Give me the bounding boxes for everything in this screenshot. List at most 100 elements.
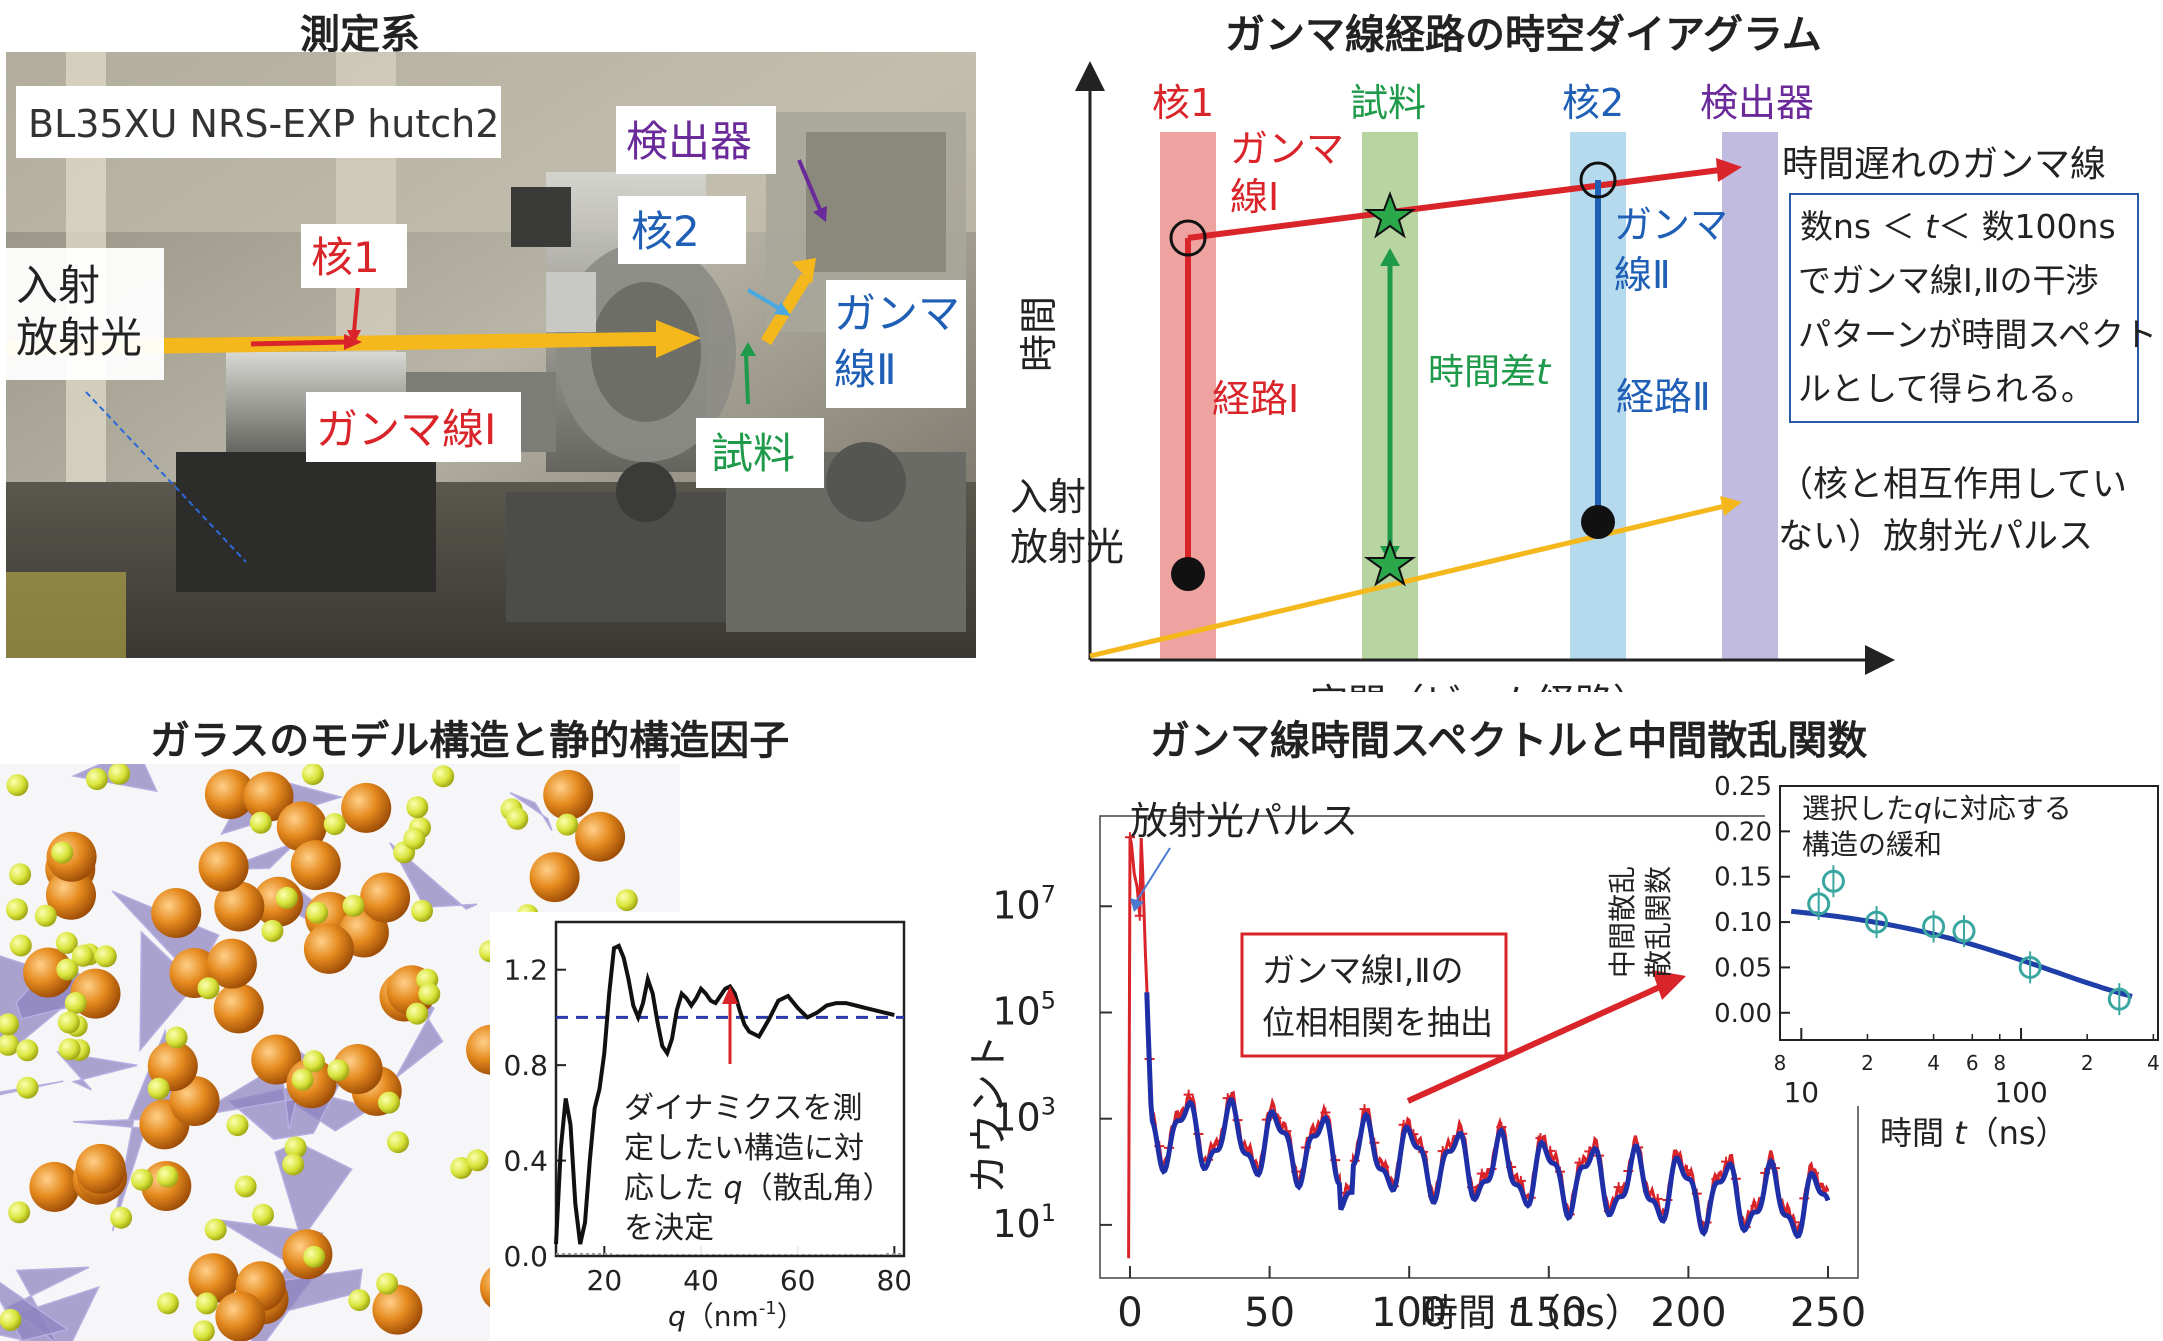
st-incident-line1: 入射 (1010, 475, 1086, 519)
oxygen-atom (303, 923, 354, 974)
silicon-atom (252, 1203, 274, 1226)
inset-title-line2: 構造の緩和 (1802, 828, 1942, 861)
col-nucleus2: 核2 (1562, 81, 1624, 125)
st-time-diff: 時間差t (1428, 352, 1552, 393)
st-gamma1-line2: 線Ⅰ (1230, 175, 1279, 219)
silicon-atom (615, 889, 638, 912)
silicon-atom (284, 1136, 307, 1159)
sq-note-line3: 応した q（散乱角） (624, 1171, 893, 1206)
col-nucleus1: 核1 (1152, 81, 1214, 125)
silicon-atom (327, 1059, 350, 1082)
silicon-atom (156, 1292, 179, 1315)
spec-y-tick: 105 (992, 986, 1056, 1033)
spec-y-tick: 107 (992, 880, 1056, 927)
photo-detector: 検出器 (626, 117, 752, 166)
silicon-atom (303, 1050, 325, 1073)
tetrahedron (6, 1266, 90, 1341)
tetrahedron (389, 842, 478, 910)
oxygen-atom (243, 771, 294, 822)
silicon-atom (378, 1091, 400, 1114)
inset-y-tick: 0.20 (1714, 817, 1772, 847)
spec-y-axis: カウント (966, 1034, 1012, 1194)
oxygen-atom (206, 938, 257, 989)
silicon-atom (204, 1218, 227, 1241)
inset-x-minor-tick: 4 (2147, 1051, 2160, 1075)
sq-x-tick: 40 (683, 1264, 719, 1297)
silicon-atom (348, 1289, 371, 1312)
col-detector: 検出器 (1700, 81, 1814, 125)
photo-gamma2-line2: 線Ⅱ (834, 345, 897, 394)
silicon-atom (85, 768, 108, 791)
tetrahedron (509, 792, 553, 831)
silicon-atom (323, 813, 346, 836)
st-pulse-line2: ない）放射光パルス (1778, 517, 2093, 557)
silicon-atom (192, 1320, 215, 1341)
spec-x-tick: 200 (1650, 1290, 1726, 1336)
photo-sample: 試料 (711, 429, 795, 478)
sq-x-tick: 80 (877, 1264, 910, 1297)
silicon-atom (0, 1308, 22, 1331)
inset-title-line1: 選択したqに対応する (1802, 792, 2072, 825)
silicon-atom (466, 1149, 489, 1172)
spec-extract-line1: ガンマ線Ⅰ,Ⅱの (1262, 951, 1463, 990)
silicon-atom (16, 1076, 39, 1099)
oxygen-atom (251, 1034, 302, 1085)
st-delayed: 時間遅れのガンマ線 (1782, 144, 2106, 185)
photo-incident-line1: 入射 (16, 261, 100, 310)
oxygen-atom (276, 801, 327, 852)
title-glass: ガラスのモデル構造と静的構造因子 (150, 718, 790, 764)
inset-x-minor-tick: 8 (1774, 1051, 1787, 1075)
spec-x-axis: 時間 t（ns） (1420, 1291, 1643, 1335)
oxygen-atom (204, 769, 255, 820)
silicon-atom (418, 983, 441, 1005)
oxygen-atom (529, 852, 580, 903)
measurement-photo: BL35XU NRS-EXP hutch2 入射 放射光 核1 ガンマ線Ⅰ 検出… (6, 52, 976, 658)
oxygen-atom (75, 1143, 126, 1194)
inset-x-minor-tick: 4 (1927, 1051, 1940, 1075)
inset-y-tick: 0.05 (1714, 953, 1772, 983)
silicon-atom (147, 1077, 170, 1100)
inset-x-minor-tick: 2 (1861, 1051, 1874, 1075)
silicon-atom (34, 904, 57, 927)
silicon-atom (6, 774, 29, 797)
glass-structure: 20 40 60 80 0.0 0.4 0.8 1.2 ダイナミクスを測 定したい構造に対 応… (0, 764, 910, 1341)
hutch-label: BL35XU NRS-EXP hutch2 (28, 102, 499, 146)
tetrahedron (55, 1051, 138, 1091)
inset-point (1807, 892, 1831, 916)
inset-y-tick: 0.00 (1714, 999, 1772, 1029)
silicon-atom (55, 931, 78, 954)
silicon-atom (165, 1026, 188, 1049)
st-path2: 経路Ⅱ (1616, 375, 1711, 419)
silicon-atom (249, 811, 272, 834)
silicon-atom (8, 1201, 31, 1224)
photo-gamma2-line1: ガンマ (834, 289, 960, 338)
inset-point (1821, 869, 1845, 893)
spacetime-diagram: 核1 試料 核2 検出器 ガンマ 線Ⅰ ガンマ 線Ⅱ 経路Ⅰ 経路Ⅱ 時間差t … (1010, 61, 2157, 692)
sq-x-tick: 60 (780, 1264, 816, 1297)
silicon-atom (303, 1245, 326, 1268)
oxygen-atom (215, 1291, 266, 1341)
silicon-atom (306, 901, 329, 924)
sq-x-label: q（nm-1） (668, 1298, 805, 1333)
oxygen-atom (151, 888, 202, 938)
silicon-atom (94, 945, 117, 968)
title-spectrum: ガンマ線時間スペクトルと中間散乱関数 (1150, 718, 1868, 764)
sq-y-tick: 0.8 (503, 1049, 548, 1082)
col-sample: 試料 (1350, 81, 1426, 125)
sq-note-line4: を決定 (624, 1211, 714, 1246)
spec-x-tick: 250 (1790, 1290, 1866, 1336)
silicon-atom (110, 1206, 133, 1229)
spec-x-tick: 0 (1117, 1290, 1142, 1336)
time-spectrum: 0 50 100 150 200 250 101 103 105 107 放射光パルス ガンマ線Ⅰ… (966, 772, 2163, 1336)
silicon-atom (406, 796, 429, 819)
spec-x-tick: 50 (1244, 1290, 1295, 1336)
inset-point (1952, 919, 1976, 943)
spec-x-tick: 150 (1511, 1290, 1587, 1336)
sq-y-tick: 0.0 (503, 1240, 548, 1273)
st-y-axis: 時間 (1017, 296, 1061, 372)
spec-y-tick: 103 (992, 1093, 1056, 1140)
inset-x-tick: 100 (1994, 1076, 2047, 1109)
silicon-atom (432, 765, 455, 788)
oxygen-atom (543, 769, 594, 820)
inset-points (1807, 865, 2131, 1016)
